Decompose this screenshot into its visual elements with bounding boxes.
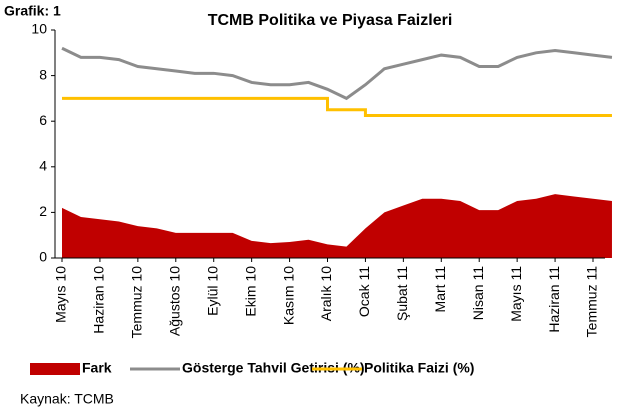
x-tick-label: Temmuz 11 [584,266,600,338]
legend-label: Politika Faizi (%) [364,360,474,376]
x-tick-label: Kasım 10 [280,266,296,325]
x-tick-label: Mayıs 10 [53,266,69,323]
legend-label: Gösterge Tahvil Getirisi (%) [182,360,365,376]
y-tick-label: 6 [39,112,47,128]
line [61,46,613,101]
x-tick-label: Eylül 10 [204,266,220,316]
x-tick-label: Temmuz 10 [129,266,145,339]
x-tick-label: Haziran 10 [91,266,107,334]
y-tick-label: 4 [39,158,47,174]
x-tick-label: Haziran 11 [546,266,562,333]
legend-swatch [30,363,80,375]
x-tick-label: Şubat 11 [394,266,410,321]
step-line [62,96,612,117]
chart-label: Grafik: 1 [4,3,61,19]
area [62,194,612,258]
x-tick-label: Mart 11 [432,266,448,313]
x-tick-label: Aralık 10 [318,266,334,321]
y-tick-label: 2 [39,203,47,219]
x-tick-label: Mayıs 11 [508,266,524,322]
source: Kaynak: TCMB [20,391,114,407]
chart-title: TCMB Politika ve Piyasa Faizleri [208,12,453,29]
x-tick-label: Ağustos 10 [166,266,182,336]
x-tick-label: Nisan 11 [470,266,486,320]
y-tick-label: 0 [39,249,47,265]
legend-label: Fark [82,360,112,376]
x-tick-label: Ekim 10 [242,266,258,317]
y-tick-label: 8 [39,66,47,82]
y-tick-label: 10 [31,21,47,37]
x-tick-label: Ocak 11 [356,266,372,317]
